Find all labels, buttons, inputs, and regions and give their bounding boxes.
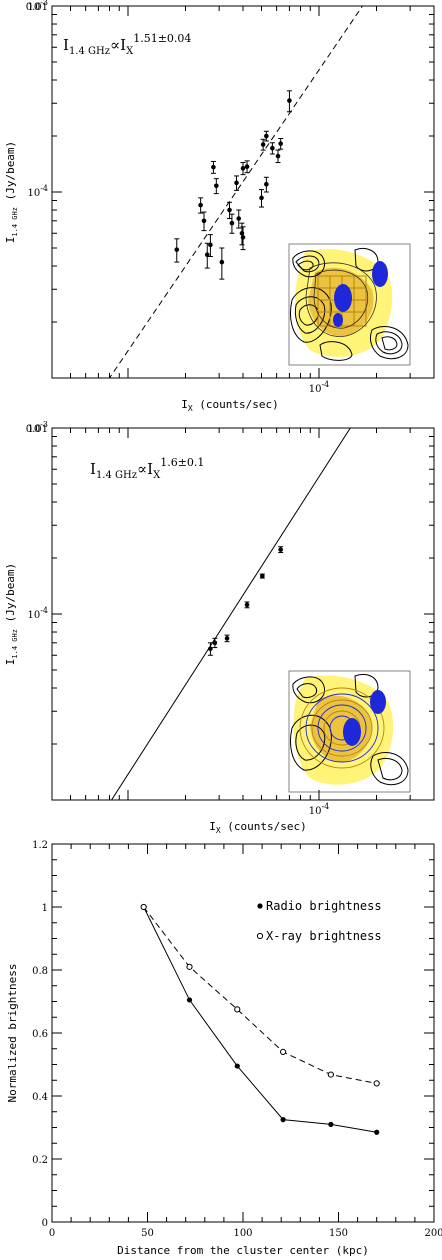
panel-1-data-point (240, 162, 246, 176)
panel-2-plot-area (110, 428, 351, 800)
panel-3-point-xray (280, 1048, 287, 1056)
legend-marker-radio (257, 903, 263, 909)
panel-3-x-tick-label: 150 (329, 1228, 348, 1239)
panel-2-frame (51, 427, 435, 801)
panel-3-y-tick-label: 1.2 (32, 840, 48, 851)
panel-1-data-point (213, 178, 219, 195)
legend-marker-xray (256, 932, 264, 940)
panel-3-frame (51, 843, 435, 1223)
panel-1-data-point (174, 238, 180, 263)
panel-3-x-tick-label: 100 (233, 1228, 252, 1239)
panel-1-y-axis-label: I1.4 GHz (Jy/beam) (4, 141, 19, 243)
panel-3-y-tick-label: 0.4 (32, 1092, 48, 1103)
panel-2-y-tick-label: 10-4 (27, 606, 48, 621)
legend-label-xray: X-ray brightness (266, 929, 382, 943)
panel-2-x-tick-label: 10-4 (309, 802, 330, 817)
panel-1-data-point (269, 142, 275, 155)
panel-1-data-point (263, 130, 269, 142)
panel-1-annotation: I1.4 GHz∝IX1.51±0.04 (63, 32, 191, 57)
panel-2-y-axis-label: I1.4 GHz (Jy/beam) (4, 563, 19, 665)
panel-3-x-axis-label: Distance from the cluster center (kpc) (117, 1244, 369, 1257)
panel-3-y-axis-label: Normalized brightness (6, 963, 19, 1102)
panel-3: 0 50 100 150 200 0 0.2 0.4 0.6 0.8 1 1.2 Radio brig… (6, 840, 442, 1257)
panel-1-data-point (286, 90, 292, 113)
panel-2-x-axis-label: IX (counts/sec) (209, 820, 307, 835)
panel-2-data-point (278, 546, 284, 554)
panel-2-annotation: I1.4 GHz∝IX1.6±0.1 (90, 456, 204, 481)
panel-3-point-xray (234, 1006, 241, 1013)
panel-3-y-tick-label: 1 (42, 903, 48, 914)
panel-1-data-point (244, 160, 250, 174)
panel-2-data-point (259, 573, 265, 579)
panel-3-point-radio (234, 1063, 240, 1069)
panel-3-y-tick-label: 0.6 (32, 1029, 48, 1040)
panel-3-series-line-xray (143, 906, 377, 1084)
panel-1-y-tick-label: 10-4 (27, 184, 48, 199)
panel-1-data-point (227, 201, 233, 220)
panel-3-ticks: 0 50 100 150 200 0 0.2 0.4 0.6 0.8 1 1.2 (32, 840, 442, 1239)
panel-1-radio-xray-overlay-image (288, 243, 411, 366)
legend-label-radio: Radio brightness (266, 899, 382, 913)
panel-1-data-point (219, 247, 225, 280)
panel-1-data-point (207, 234, 213, 258)
panel-1-data-point (240, 226, 246, 251)
panel-1-data-point (236, 209, 242, 229)
panel-3-y-tick-label: 0 (42, 1218, 48, 1229)
panel-1-data-point (275, 149, 281, 164)
panel-3-y-tick-label: 0.2 (32, 1155, 48, 1166)
panel-3-x-tick-label: 50 (141, 1228, 154, 1239)
panel-3-series-line-radio (143, 906, 377, 1133)
panel-3-plot-area (140, 903, 380, 1135)
panel-2-data-point (244, 601, 250, 609)
panel-1-data-point (260, 138, 266, 151)
panel-1-data-point (263, 176, 269, 193)
panel-3-x-tick-label: 200 (424, 1228, 442, 1239)
panel-2-data-point (212, 637, 218, 649)
panel-2-data-point (224, 634, 230, 643)
panel-3-point-xray (140, 903, 147, 911)
panel-3-point-xray (327, 1071, 334, 1078)
panel-1-y-tick-label: 0.01 (26, 2, 48, 13)
panel-2-y-tick-label: 0.01 (26, 424, 48, 435)
panel-2-radio-xray-overlay-image (288, 670, 411, 793)
panel-2-fit-line (110, 428, 351, 800)
panel-1-data-point (198, 197, 204, 214)
panel-1-fit-line (108, 6, 364, 378)
panel-2-data-point (207, 642, 213, 656)
panel-3-point-xray (373, 1080, 380, 1087)
panel-1-x-axis-label: IX (counts/sec) (181, 398, 279, 413)
panel-2: 10-410-310-410-30.01 I1.4 GHz∝IX1.6±0.1 … (4, 420, 435, 835)
panel-3-point-radio (328, 1121, 334, 1127)
panel-3-y-tick-label: 0.8 (32, 966, 48, 977)
panel-1-data-point (204, 242, 210, 269)
panel-1: 10-410-310-410-30.01 I1.4 GHz∝IX1.51±0.0… (4, 0, 435, 413)
panel-3-point-radio (374, 1129, 380, 1135)
panel-1-data-point (210, 160, 216, 174)
panel-3-point-radio (186, 997, 193, 1003)
panel-1-x-tick-label: 10-4 (309, 380, 330, 395)
panel-1-data-point (201, 211, 207, 232)
panel-3-x-tick-label: 0 (49, 1228, 55, 1239)
panel-1-data-point (278, 137, 284, 150)
panel-3-point-xray (186, 963, 193, 970)
panel-3-legend: Radio brightness X-ray brightness (256, 899, 382, 943)
panel-1-frame (51, 5, 435, 379)
panel-1-plot-area (108, 6, 364, 378)
panel-3-point-radio (280, 1117, 286, 1123)
panel-1-data-point (229, 213, 235, 234)
panel-1-data-point (259, 189, 265, 208)
panel-1-data-point (234, 175, 240, 191)
